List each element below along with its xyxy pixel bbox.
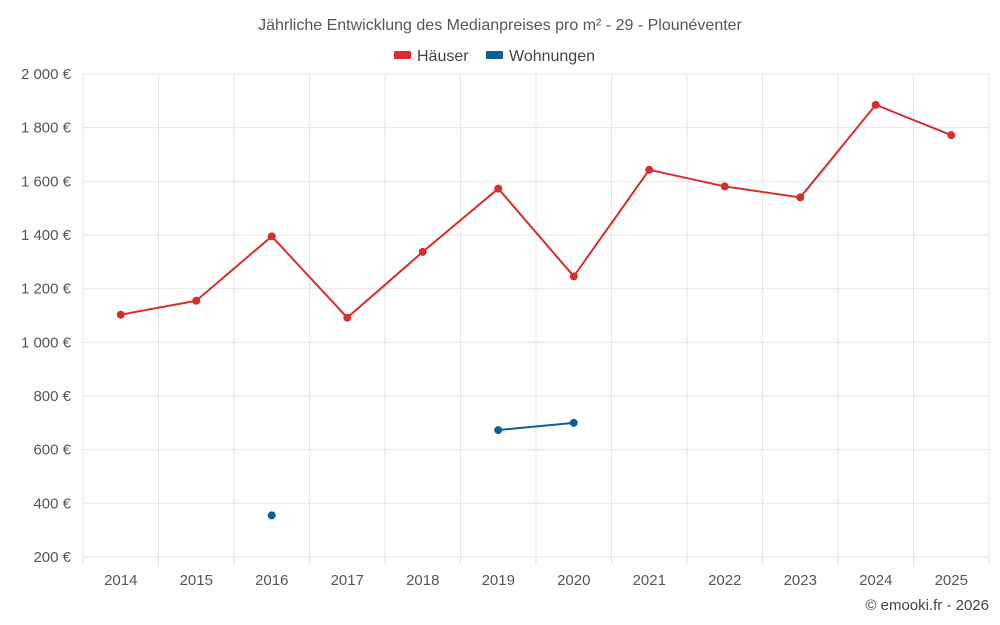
series-haeuser: [116, 100, 956, 322]
legend-item-label[interactable]: Wohnungen: [509, 48, 595, 65]
y-tick-label: 1 600 €: [21, 173, 72, 190]
y-tick-label: 200 €: [33, 549, 71, 566]
y-tick-label: 800 €: [33, 388, 71, 405]
x-tick-label: 2016: [255, 572, 288, 589]
y-axis-ticks: 200 € 400 € 600 € 800 € 1 000 € 1 200 € 1 400 …: [21, 66, 72, 566]
data-point[interactable]: [720, 182, 729, 191]
y-tick-label: 1 400 €: [21, 227, 72, 244]
data-point[interactable]: [418, 247, 427, 256]
x-tick-label: 2021: [633, 572, 666, 589]
y-tick-label: 400 €: [33, 495, 71, 512]
data-point[interactable]: [569, 418, 578, 427]
chart-title: Jährliche Entwicklung des Medianpreises …: [258, 17, 742, 34]
y-tick-label: 1 200 €: [21, 281, 72, 298]
series-wohnungen: [267, 418, 578, 520]
data-point[interactable]: [645, 165, 654, 174]
x-tick-label: 2022: [708, 572, 741, 589]
data-point[interactable]: [267, 232, 276, 241]
data-point[interactable]: [116, 310, 125, 319]
x-tick-label: 2019: [482, 572, 515, 589]
y-tick-label: 1 000 €: [21, 334, 72, 351]
x-tick-label: 2024: [859, 572, 892, 589]
data-point[interactable]: [947, 131, 956, 140]
series-line: [120, 103, 952, 319]
series-line: [498, 421, 574, 432]
x-tick-label: 2018: [406, 572, 439, 589]
data-point[interactable]: [796, 193, 805, 202]
data-point[interactable]: [871, 100, 880, 109]
legend-swatch: [486, 51, 503, 59]
x-tick-label: 2023: [784, 572, 817, 589]
y-tick-label: 600 €: [33, 442, 71, 459]
y-tick-label: 2 000 €: [21, 66, 72, 83]
x-tick-label: 2017: [331, 572, 364, 589]
data-point[interactable]: [569, 272, 578, 281]
legend-swatch: [394, 51, 411, 59]
legend-item-label[interactable]: Häuser: [417, 48, 469, 65]
chart-legend: Häuser Wohnungen: [394, 48, 595, 65]
x-tick-label: 2015: [180, 572, 213, 589]
chart-grid: [82, 73, 990, 565]
x-tick-label: 2020: [557, 572, 590, 589]
x-tick-label: 2025: [935, 572, 968, 589]
data-point[interactable]: [494, 184, 503, 193]
chart-series: [116, 100, 956, 520]
x-axis-ticks: 2014 2015 2016 2017 2018 2019 2020 2021 2022 2023…: [104, 572, 968, 589]
data-point[interactable]: [192, 296, 201, 305]
data-point[interactable]: [494, 426, 503, 435]
x-tick-label: 2014: [104, 572, 137, 589]
y-tick-label: 1 800 €: [21, 120, 72, 137]
data-point[interactable]: [343, 313, 352, 322]
credit-text: © emooki.fr - 2026: [865, 597, 989, 614]
data-point[interactable]: [267, 511, 276, 520]
